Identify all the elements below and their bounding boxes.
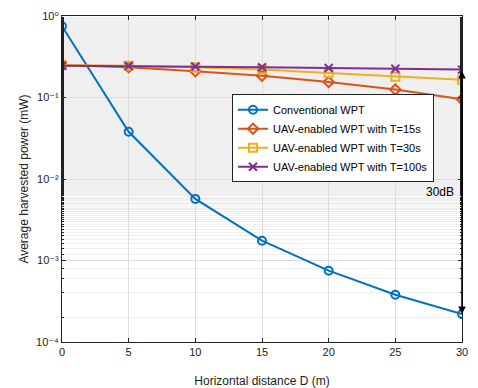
- svg-text:25: 25: [389, 346, 401, 358]
- svg-text:10: 10: [189, 346, 201, 358]
- svg-text:15: 15: [256, 346, 268, 358]
- svg-text:5: 5: [126, 346, 132, 358]
- svg-text:30: 30: [456, 346, 468, 358]
- svg-text:10⁻⁴: 10⁻⁴: [36, 336, 59, 348]
- svg-text:Average harvested power (mW): Average harvested power (mW): [17, 94, 31, 263]
- svg-text:Horizontal distance D (m): Horizontal distance D (m): [194, 374, 329, 388]
- svg-text:10⁻¹: 10⁻¹: [37, 91, 59, 103]
- svg-text:10⁻³: 10⁻³: [37, 254, 59, 266]
- svg-text:10⁰: 10⁰: [42, 10, 59, 22]
- svg-text:0: 0: [59, 346, 65, 358]
- svg-text:Conventional WPT: Conventional WPT: [273, 104, 365, 116]
- svg-text:20: 20: [323, 346, 335, 358]
- svg-text:30dB: 30dB: [426, 185, 454, 199]
- svg-text:UAV-enabled WPT with T=100s: UAV-enabled WPT with T=100s: [273, 161, 427, 173]
- svg-text:UAV-enabled WPT with T=30s: UAV-enabled WPT with T=30s: [273, 142, 421, 154]
- svg-text:10⁻²: 10⁻²: [37, 173, 59, 185]
- svg-text:UAV-enabled WPT with T=15s: UAV-enabled WPT with T=15s: [273, 123, 421, 135]
